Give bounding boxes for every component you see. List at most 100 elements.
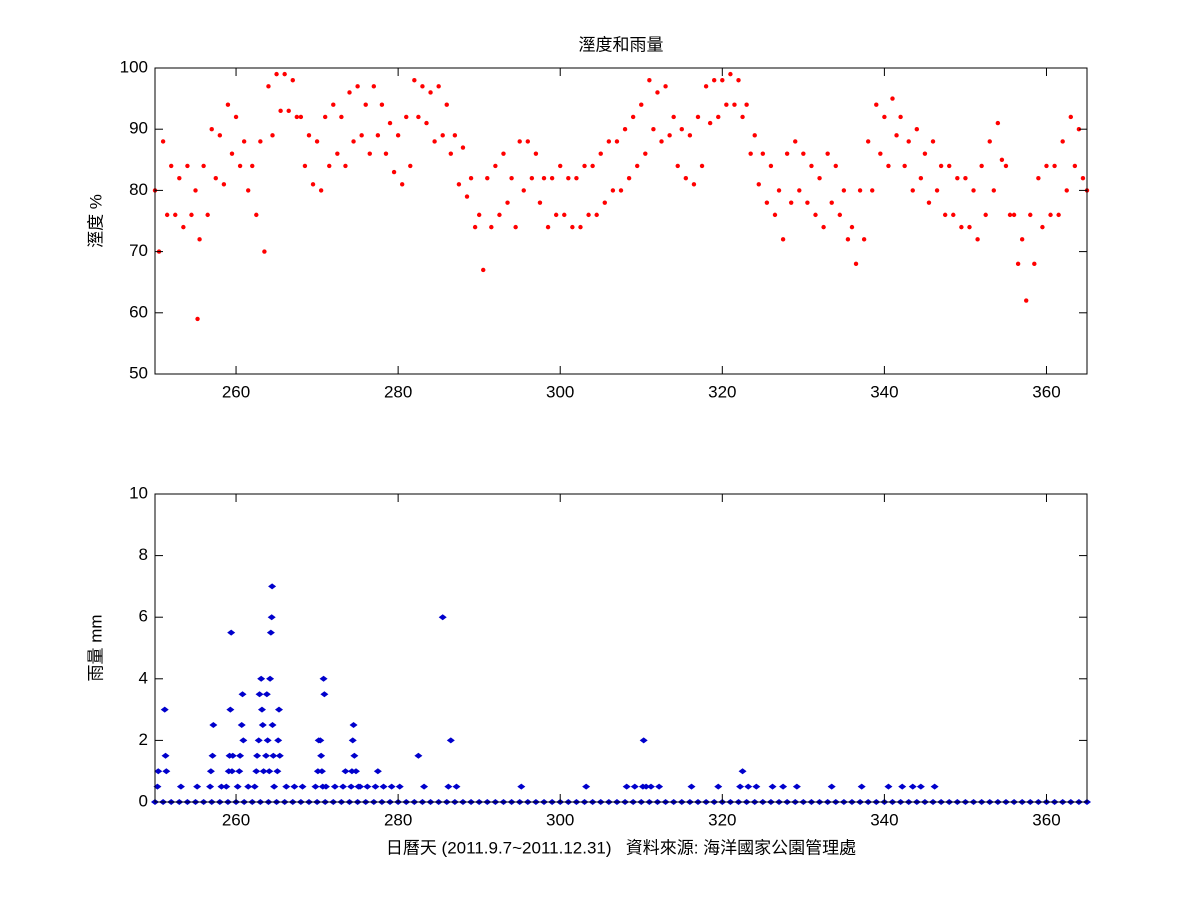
point	[703, 84, 709, 89]
point	[173, 212, 178, 218]
y-tick-label: 50	[129, 363, 148, 382]
point	[963, 175, 968, 181]
point	[971, 188, 976, 193]
point	[255, 691, 264, 698]
point	[570, 224, 575, 230]
point	[395, 783, 404, 790]
point	[1052, 163, 1057, 169]
point	[225, 102, 231, 107]
point	[533, 151, 539, 156]
point	[792, 783, 801, 790]
x-tick-label: 300	[546, 810, 574, 829]
point	[679, 127, 684, 132]
point	[630, 783, 639, 790]
point	[716, 114, 721, 120]
point	[472, 224, 478, 230]
y-tick-label: 4	[139, 668, 148, 687]
point	[286, 108, 291, 114]
point	[622, 783, 631, 790]
point	[614, 139, 620, 144]
point	[298, 783, 307, 790]
point	[991, 188, 996, 193]
point	[258, 722, 267, 728]
point	[720, 78, 725, 83]
point	[598, 151, 603, 156]
point	[930, 139, 936, 144]
point	[221, 182, 227, 187]
point	[878, 151, 883, 156]
point	[622, 127, 628, 132]
point	[999, 157, 1005, 162]
point	[379, 102, 385, 107]
point	[181, 224, 186, 230]
point	[440, 133, 445, 138]
point	[837, 212, 843, 218]
point	[209, 127, 214, 132]
point	[262, 752, 271, 759]
point	[481, 267, 486, 273]
y-tick-label: 60	[129, 302, 148, 321]
point	[217, 783, 226, 790]
point	[371, 783, 380, 790]
point	[379, 783, 388, 790]
point	[1068, 114, 1073, 120]
point	[1003, 163, 1009, 169]
point	[914, 127, 920, 132]
point	[756, 182, 761, 187]
point	[322, 114, 328, 120]
point	[356, 783, 365, 790]
point	[861, 237, 867, 242]
point	[955, 175, 960, 181]
point	[452, 133, 458, 138]
point	[193, 783, 202, 790]
point	[687, 783, 696, 790]
chart-title: 溼度和雨量	[579, 35, 664, 54]
point	[1019, 237, 1025, 242]
point	[270, 133, 275, 138]
point	[316, 737, 325, 744]
point	[347, 90, 352, 95]
point	[213, 175, 218, 181]
x-axis-label: 日曆天 (2011.9.7~2011.12.31) 資料來源: 海洋國家公園管理…	[386, 838, 856, 857]
point	[371, 84, 377, 89]
point	[282, 71, 287, 77]
point	[468, 175, 474, 181]
point	[268, 722, 277, 728]
y-tick-label: 80	[129, 180, 148, 199]
y-tick-label: 10	[129, 483, 148, 502]
point	[906, 139, 911, 144]
point	[273, 768, 282, 775]
point	[1072, 163, 1078, 169]
point	[505, 200, 510, 205]
point	[331, 102, 336, 107]
point	[206, 783, 215, 790]
point	[154, 768, 163, 775]
point	[290, 783, 299, 790]
y-axis-label: 溼度 %	[86, 194, 105, 248]
point	[464, 194, 470, 199]
point	[1007, 212, 1013, 218]
point	[177, 175, 182, 181]
point	[278, 108, 283, 114]
point	[169, 163, 174, 169]
point	[987, 139, 992, 144]
point	[306, 133, 312, 138]
point	[250, 163, 255, 169]
point	[602, 200, 607, 205]
point	[266, 629, 275, 636]
point	[1028, 212, 1033, 218]
point	[772, 212, 778, 218]
point	[266, 84, 271, 89]
point	[635, 163, 640, 169]
point	[908, 783, 917, 790]
point	[330, 783, 339, 790]
point	[857, 783, 866, 790]
point	[582, 163, 587, 169]
point	[695, 114, 701, 120]
point	[610, 188, 616, 193]
point	[667, 133, 672, 138]
point	[655, 90, 660, 95]
point	[314, 139, 320, 144]
point	[578, 224, 583, 230]
